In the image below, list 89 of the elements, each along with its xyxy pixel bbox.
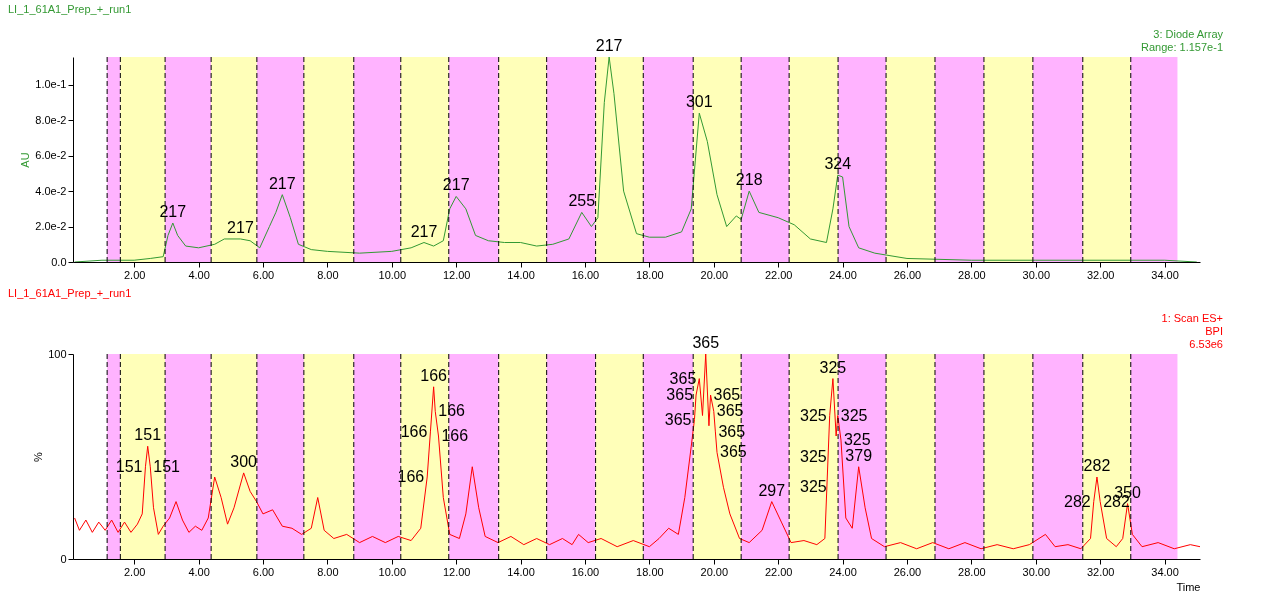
x-tick-label: 26.00 bbox=[893, 268, 922, 281]
x-tick-label: 14.00 bbox=[507, 565, 535, 578]
x-tick-label: 20.00 bbox=[700, 565, 729, 578]
x-tick-label: 10.00 bbox=[378, 268, 407, 281]
annotation: 365 bbox=[666, 386, 694, 403]
x-tick-label: 16.00 bbox=[571, 268, 600, 281]
annotation: 297 bbox=[758, 481, 786, 499]
annotation: 217 bbox=[268, 174, 296, 192]
x-tick-label: 12.00 bbox=[442, 268, 471, 281]
annotation: 365 bbox=[669, 369, 697, 387]
annotation: 325 bbox=[840, 406, 868, 424]
y-axis-title: % bbox=[32, 451, 45, 462]
x-tick-label: 32.00 bbox=[1086, 268, 1115, 281]
x-tick-label: 32.00 bbox=[1086, 565, 1115, 578]
x-tick-label: 14.00 bbox=[507, 268, 535, 281]
annotation: 365 bbox=[664, 410, 692, 428]
x-tick-label: 20.00 bbox=[700, 268, 729, 281]
annotation: 365 bbox=[692, 334, 720, 351]
annotation: 151 bbox=[153, 457, 181, 475]
x-tick-label: 4.00 bbox=[188, 268, 210, 281]
annotation: 166 bbox=[400, 422, 428, 440]
text: 1: Scan ES+ bbox=[1161, 312, 1223, 324]
y-tick-label: 8.0e-2 bbox=[35, 113, 67, 126]
x-tick-label: 6.00 bbox=[252, 565, 275, 578]
annotation: 324 bbox=[824, 155, 852, 173]
x-tick-label: 34.00 bbox=[1151, 565, 1179, 578]
annotation: 282 bbox=[1083, 457, 1111, 474]
y-tick-label: 2.0e-2 bbox=[35, 220, 67, 233]
text: 3: Diode Array bbox=[1153, 28, 1224, 40]
annotation: 325 bbox=[800, 447, 827, 465]
text: 6.53e6 bbox=[1189, 338, 1223, 350]
x-tick-label: 24.00 bbox=[829, 268, 857, 281]
annotation: 282 bbox=[1064, 492, 1091, 510]
annotation: 325 bbox=[819, 358, 847, 376]
text: Range: 1.157e-1 bbox=[1141, 41, 1223, 53]
annotation: 325 bbox=[800, 406, 827, 424]
annotation: 217 bbox=[227, 218, 254, 236]
annotation: 365 bbox=[720, 443, 747, 461]
annotation: 325 bbox=[843, 431, 871, 449]
annotation: 166 bbox=[438, 402, 466, 420]
y-tick-label: 6.0e-2 bbox=[35, 149, 67, 162]
x-tick-label: 24.00 bbox=[829, 565, 857, 578]
annotation: 301 bbox=[685, 93, 713, 111]
annotation: 217 bbox=[595, 37, 623, 54]
annotation: 255 bbox=[568, 192, 596, 210]
x-tick-label: 30.00 bbox=[1022, 268, 1051, 281]
annotation: 217 bbox=[442, 176, 470, 194]
x-tick-label: 18.00 bbox=[636, 565, 664, 578]
annotation: 218 bbox=[735, 171, 763, 189]
y-tick-label: 1.0e-1 bbox=[35, 78, 67, 91]
x-tick-label: 26.00 bbox=[893, 565, 922, 578]
y-tick-label: 4.0e-2 bbox=[35, 184, 67, 197]
x-tick-label: 2.00 bbox=[123, 565, 146, 578]
x-axis-title: Time bbox=[1176, 580, 1201, 593]
x-tick-label: 18.00 bbox=[636, 268, 664, 281]
x-tick-label: 6.00 bbox=[252, 268, 275, 281]
annotation: 166 bbox=[397, 468, 425, 485]
annotation: 379 bbox=[845, 446, 873, 464]
annotation: 217 bbox=[410, 222, 438, 240]
chart-title: LI_1_61A1_Prep_+_run1 bbox=[8, 3, 132, 15]
y-tick-label: 100 bbox=[48, 347, 67, 360]
chart-title: LI_1_61A1_Prep_+_run1 bbox=[8, 287, 132, 299]
annotation: 365 bbox=[718, 422, 746, 440]
x-tick-label: 8.00 bbox=[317, 268, 339, 281]
x-tick-label: 28.00 bbox=[958, 565, 986, 578]
y-tick-label: 0 bbox=[60, 552, 67, 565]
x-tick-label: 2.00 bbox=[123, 268, 146, 281]
text: BPI bbox=[1205, 325, 1223, 337]
x-tick-label: 30.00 bbox=[1022, 565, 1051, 578]
annotation: 166 bbox=[441, 427, 469, 444]
annotation: 365 bbox=[713, 386, 741, 403]
annotation: 365 bbox=[716, 402, 744, 420]
annotation: 166 bbox=[420, 366, 448, 384]
annotation: 217 bbox=[159, 203, 187, 221]
annotation: 300 bbox=[230, 452, 258, 470]
y-tick-label: 0.0 bbox=[51, 255, 67, 268]
annotation: 325 bbox=[800, 478, 827, 496]
x-tick-label: 12.00 bbox=[442, 565, 471, 578]
x-tick-label: 8.00 bbox=[317, 565, 339, 578]
x-tick-label: 34.00 bbox=[1151, 268, 1179, 281]
annotation: 151 bbox=[115, 457, 143, 475]
y-axis-title: AU bbox=[19, 152, 32, 168]
annotation: 151 bbox=[134, 426, 162, 444]
x-tick-label: 22.00 bbox=[764, 565, 793, 578]
x-tick-label: 28.00 bbox=[958, 268, 986, 281]
x-tick-label: 10.00 bbox=[378, 565, 407, 578]
x-tick-label: 4.00 bbox=[188, 565, 210, 578]
x-tick-label: 16.00 bbox=[571, 565, 600, 578]
x-tick-label: 22.00 bbox=[764, 268, 793, 281]
